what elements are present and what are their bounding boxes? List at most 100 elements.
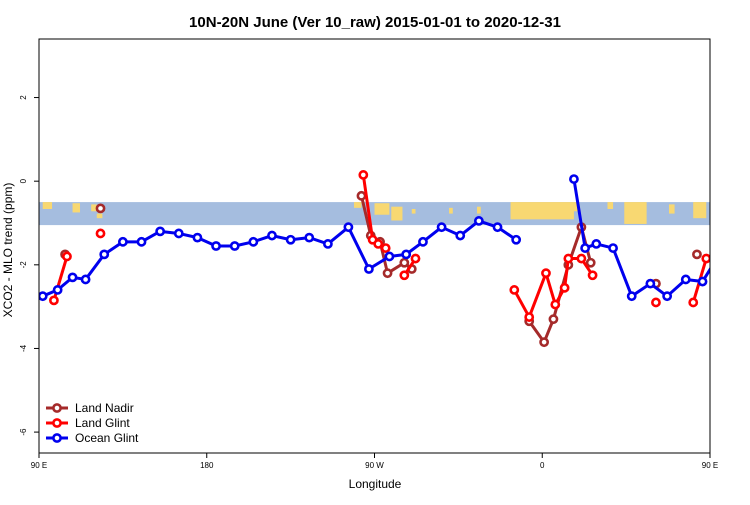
land-glint-point bbox=[380, 243, 391, 253]
land-glint-point bbox=[576, 253, 587, 264]
ocean-glint-point bbox=[343, 222, 354, 233]
ocean-glint-point bbox=[173, 228, 184, 239]
map-land bbox=[91, 204, 97, 212]
y-tick-label: -4 bbox=[19, 344, 28, 352]
ocean-glint-point bbox=[211, 241, 221, 251]
ocean-glint-point bbox=[716, 251, 723, 258]
ocean-glint-point bbox=[492, 222, 503, 233]
map-land bbox=[693, 202, 707, 219]
land-nadir-point bbox=[539, 337, 550, 348]
ocean-glint-point bbox=[734, 238, 741, 245]
ocean-glint-point bbox=[697, 276, 708, 287]
legend-marker-land-glint bbox=[52, 418, 62, 428]
land-glint-point bbox=[49, 295, 59, 306]
land-nadir-point bbox=[95, 203, 106, 214]
map-land bbox=[573, 202, 580, 212]
y-tick-label: -2 bbox=[19, 261, 28, 269]
land-nadir-point bbox=[399, 257, 410, 268]
x-tick-label: 90 E bbox=[31, 461, 47, 470]
land-glint-point bbox=[563, 253, 574, 264]
land-glint-point bbox=[587, 270, 598, 281]
x-tick-label: 0 bbox=[540, 461, 545, 470]
legend-marker-land-nadir bbox=[52, 403, 62, 413]
map-land bbox=[72, 203, 81, 213]
land-nadir-point bbox=[548, 314, 559, 325]
ocean-glint-point bbox=[418, 236, 428, 247]
ocean-glint-point bbox=[364, 264, 374, 274]
land-nadir-point bbox=[382, 268, 393, 279]
map-land bbox=[668, 204, 675, 214]
land-glint-point bbox=[95, 228, 106, 239]
map-land bbox=[353, 202, 362, 208]
x-tick-label: 180 bbox=[200, 461, 214, 470]
land-glint-point bbox=[651, 297, 661, 308]
map-land bbox=[411, 208, 416, 214]
land-glint-point bbox=[550, 299, 561, 310]
ocean-glint-point bbox=[401, 249, 412, 260]
ocean-glint-point bbox=[80, 274, 91, 285]
ocean-glint-point bbox=[192, 232, 203, 243]
land-nadir-point bbox=[585, 257, 596, 268]
ocean-glint-point bbox=[285, 234, 296, 245]
ocean-glint-point bbox=[662, 291, 673, 302]
ocean-glint-point bbox=[626, 291, 637, 302]
map-land bbox=[449, 207, 453, 214]
map-land bbox=[42, 202, 53, 209]
land-glint-point bbox=[509, 285, 520, 295]
land-glint-point bbox=[559, 282, 570, 293]
ocean-glint-point bbox=[569, 174, 579, 184]
land-nadir-point bbox=[692, 249, 702, 260]
ocean-glint-point bbox=[511, 234, 522, 245]
ocean-glint-point bbox=[136, 236, 147, 247]
map-land bbox=[96, 213, 103, 219]
ocean-glint-point bbox=[608, 243, 618, 253]
ocean-glint-point bbox=[436, 222, 447, 233]
ocean-glint-point bbox=[39, 291, 48, 302]
map-land bbox=[607, 202, 614, 209]
ocean-glint-point bbox=[680, 274, 691, 285]
x-tick-label: 90 E bbox=[702, 461, 718, 470]
ocean-glint-point bbox=[117, 236, 128, 247]
y-tick-label: -6 bbox=[19, 428, 28, 436]
map-land bbox=[624, 202, 647, 224]
legend-label-land-glint: Land Glint bbox=[75, 416, 130, 430]
ocean-glint-point bbox=[323, 239, 333, 249]
y-tick-label: 0 bbox=[19, 178, 28, 183]
map-land bbox=[391, 206, 403, 221]
ocean-glint-point bbox=[248, 236, 259, 247]
legend-label-land-nadir: Land Nadir bbox=[75, 401, 134, 415]
chart-title: 10N-20N June (Ver 10_raw) 2015-01-01 to … bbox=[189, 14, 561, 31]
map-land bbox=[374, 203, 390, 215]
land-glint-point bbox=[524, 312, 535, 322]
land-glint-point bbox=[358, 170, 369, 180]
x-tick-label: 90 W bbox=[365, 461, 384, 470]
land-nadir-line bbox=[527, 225, 593, 344]
ocean-glint-point bbox=[473, 216, 484, 226]
ocean-glint-point bbox=[455, 230, 466, 241]
ocean-glint-point bbox=[99, 249, 110, 260]
legend-label-ocean-glint: Ocean Glint bbox=[75, 431, 139, 445]
ocean-glint-line bbox=[572, 178, 710, 298]
y-tick-label: 2 bbox=[19, 95, 28, 100]
legend-marker-ocean-glint bbox=[52, 433, 62, 443]
land-glint-point bbox=[373, 239, 384, 249]
ocean-glint-point bbox=[384, 251, 395, 262]
plot-area bbox=[39, 170, 741, 348]
land-glint-point bbox=[399, 270, 410, 281]
ocean-glint-point bbox=[267, 230, 277, 241]
map-land bbox=[510, 202, 574, 220]
land-glint-point bbox=[541, 268, 551, 279]
land-nadir-point bbox=[356, 190, 367, 201]
land-glint-point bbox=[701, 253, 710, 264]
ocean-glint-point bbox=[591, 239, 602, 249]
ocean-glint-point bbox=[229, 241, 240, 251]
x-axis-label: Longitude bbox=[349, 477, 402, 491]
ocean-glint-line bbox=[42, 219, 517, 298]
land-glint-point bbox=[410, 253, 421, 264]
ocean-glint-point bbox=[304, 232, 315, 243]
ocean-glint-point bbox=[580, 243, 591, 253]
ocean-glint-point bbox=[52, 285, 63, 295]
land-glint-point bbox=[688, 297, 699, 308]
